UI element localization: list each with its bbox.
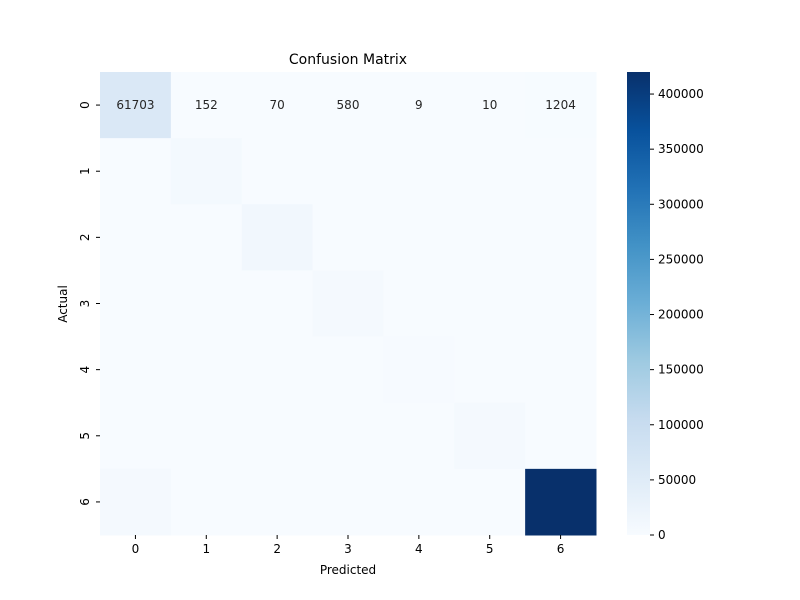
heatmap-cell bbox=[170, 402, 243, 470]
heatmap-cell bbox=[525, 336, 597, 404]
x-tick-label: 1 bbox=[202, 542, 210, 556]
heatmap-cell bbox=[312, 336, 384, 404]
heatmap-cell bbox=[383, 72, 455, 139]
heatmap-cell bbox=[454, 336, 526, 404]
heatmap-cell bbox=[170, 468, 243, 536]
heatmap-cell bbox=[525, 270, 597, 338]
y-tick-label: 0 bbox=[78, 101, 92, 109]
heatmap-cell bbox=[100, 336, 172, 404]
y-tick-label: 5 bbox=[78, 432, 92, 440]
colorbar-tick-label: 300000 bbox=[658, 197, 704, 211]
heatmap-cell bbox=[525, 204, 597, 271]
x-tick-label: 6 bbox=[557, 542, 565, 556]
heatmap-cell bbox=[170, 72, 243, 139]
x-axis: 0 1 2 3 4 5 6 bbox=[132, 535, 565, 556]
heatmap-cell bbox=[454, 402, 526, 470]
colorbar-tick-label: 100000 bbox=[658, 418, 704, 432]
y-tick-label: 1 bbox=[78, 167, 92, 175]
heatmap-cell bbox=[170, 270, 243, 338]
heatmap-cell bbox=[525, 72, 597, 139]
x-axis-label: Predicted bbox=[320, 563, 376, 577]
colorbar-tick-label: 200000 bbox=[658, 308, 704, 322]
heatmap-grid bbox=[100, 72, 597, 536]
heatmap-cell bbox=[383, 336, 455, 404]
colorbar-tick-label: 150000 bbox=[658, 363, 704, 377]
y-axis: 0 1 2 3 4 5 6 bbox=[78, 101, 100, 506]
heatmap-cell bbox=[454, 72, 526, 139]
cell-value-label: 9 bbox=[415, 98, 423, 112]
heatmap-cell bbox=[312, 138, 384, 205]
heatmap-cell bbox=[241, 402, 314, 470]
heatmap-cell bbox=[383, 138, 455, 205]
heatmap-cell bbox=[383, 270, 455, 338]
x-tick-label: 2 bbox=[273, 542, 281, 556]
x-tick-label: 5 bbox=[486, 542, 494, 556]
heatmap-cell bbox=[241, 72, 314, 139]
x-tick-label: 3 bbox=[344, 542, 352, 556]
colorbar bbox=[627, 72, 650, 535]
heatmap-cell bbox=[312, 204, 384, 271]
y-tick-label: 6 bbox=[78, 498, 92, 506]
colorbar-tick-label: 250000 bbox=[658, 252, 704, 266]
heatmap-cell bbox=[454, 138, 526, 205]
cell-value-label: 70 bbox=[270, 98, 285, 112]
y-tick-label: 4 bbox=[78, 366, 92, 374]
heatmap-cell bbox=[100, 72, 172, 139]
heatmap-cell bbox=[100, 270, 172, 338]
heatmap-cell bbox=[170, 138, 243, 205]
heatmap-cell bbox=[312, 468, 384, 536]
cell-value-label: 61703 bbox=[116, 98, 154, 112]
heatmap-cell bbox=[241, 468, 314, 536]
heatmap-cell bbox=[241, 336, 314, 404]
cell-value-label: 152 bbox=[195, 98, 218, 112]
cell-value-label: 1204 bbox=[545, 98, 576, 112]
heatmap-cell bbox=[525, 468, 597, 536]
heatmap-cell bbox=[100, 138, 172, 205]
heatmap-cell bbox=[454, 204, 526, 271]
heatmap-cell bbox=[454, 468, 526, 536]
heatmap-cell bbox=[170, 204, 243, 271]
heatmap-cell bbox=[100, 468, 172, 536]
heatmap-cell bbox=[312, 72, 384, 139]
heatmap-cell bbox=[312, 402, 384, 470]
heatmap-cell bbox=[170, 336, 243, 404]
colorbar-tick-label: 350000 bbox=[658, 142, 704, 156]
colorbar-tick-label: 400000 bbox=[658, 87, 704, 101]
colorbar-axis: 0 50000 100000 150000 200000 250000 300000 3500… bbox=[650, 87, 704, 542]
chart-title: Confusion Matrix bbox=[289, 52, 407, 68]
heatmap-cell bbox=[312, 270, 384, 338]
heatmap-cell bbox=[383, 204, 455, 271]
heatmap-cell bbox=[383, 402, 455, 470]
heatmap-cell bbox=[100, 402, 172, 470]
y-tick-label: 3 bbox=[78, 300, 92, 308]
heatmap-cell bbox=[241, 138, 314, 205]
colorbar-tick-label: 0 bbox=[658, 528, 666, 542]
heatmap-cell bbox=[525, 138, 597, 205]
x-tick-label: 0 bbox=[132, 542, 140, 556]
x-tick-label: 4 bbox=[415, 542, 423, 556]
heatmap-cell bbox=[525, 402, 597, 470]
heatmap-cell bbox=[100, 204, 172, 271]
heatmap-cell bbox=[383, 468, 455, 536]
cell-value-label: 10 bbox=[482, 98, 497, 112]
y-axis-label: Actual bbox=[56, 285, 70, 323]
heatmap-cell bbox=[241, 204, 314, 271]
y-tick-label: 2 bbox=[78, 234, 92, 242]
cell-labels: 61703 152 70 580 9 10 1204 bbox=[116, 98, 576, 112]
colorbar-tick-label: 50000 bbox=[658, 473, 696, 487]
heatmap-cell bbox=[241, 270, 314, 338]
heatmap-cell bbox=[454, 270, 526, 338]
cell-value-label: 580 bbox=[337, 98, 360, 112]
